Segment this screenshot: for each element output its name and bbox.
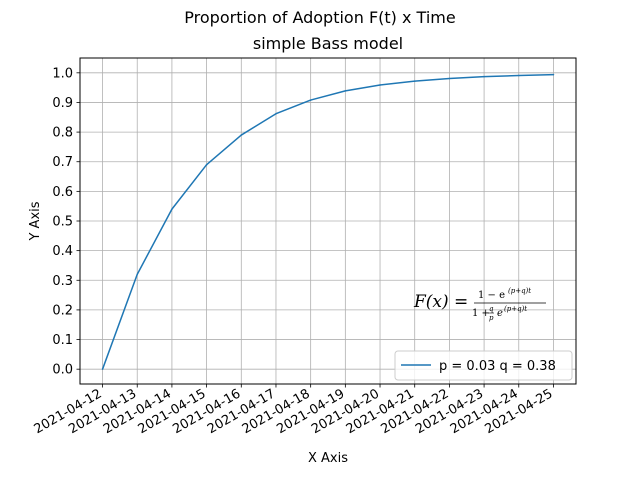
formula-annotation: F(x) = 1 − e (p+q)t 1 + q p e (p+q)t	[413, 287, 546, 322]
legend-box	[394, 350, 573, 381]
y-tick-label: 0.9	[52, 96, 73, 111]
formula-q: q	[489, 305, 494, 313]
data-point	[205, 163, 208, 166]
data-point	[171, 208, 173, 210]
y-tick-label: 0.4	[52, 244, 73, 259]
data-point	[483, 75, 485, 78]
data-point	[344, 90, 347, 92]
grid	[80, 58, 576, 384]
y-tick-label: 1.0	[52, 66, 73, 81]
y-tick-label: 0.3	[52, 274, 73, 289]
series-line	[101, 73, 554, 370]
data-point	[136, 273, 138, 276]
y-tick-label: 0.8	[52, 126, 73, 141]
chart-title: Proportion of Adoption F(t) x Time	[184, 8, 455, 27]
data-point	[518, 74, 520, 77]
y-tick-label: 0.6	[52, 185, 73, 200]
data-point	[309, 99, 312, 101]
y-tick-label: 0.5	[52, 215, 73, 230]
formula-numerator-exponent: (p+q)t	[508, 287, 531, 295]
formula-numerator: 1 − e	[478, 290, 505, 301]
formula-lhs: F(x) =	[413, 292, 468, 312]
formula-denominator-exponent: (p+q)t	[504, 305, 527, 313]
formula-e: e	[497, 308, 503, 319]
y-axis-label: Y Axis	[28, 201, 43, 241]
y-tick-label: 0.7	[52, 155, 73, 170]
series-lines	[101, 73, 555, 370]
data-point	[413, 80, 416, 82]
y-tick-label: 0.1	[52, 333, 73, 348]
legend-entry-label: p = 0.03 q = 0.38	[439, 359, 556, 374]
data-point	[379, 84, 381, 86]
data-point	[240, 134, 243, 136]
data-point	[101, 368, 104, 370]
data-point	[552, 73, 555, 76]
axis-ticks: 0.00.10.20.30.40.50.60.70.80.91.02021-04…	[32, 66, 556, 437]
y-tick-label: 0.2	[52, 303, 73, 318]
data-point	[448, 77, 451, 80]
y-tick-label: 0.0	[52, 363, 73, 378]
formula-p: p	[489, 314, 494, 322]
formula-denominator-start: 1 +	[472, 308, 490, 319]
data-point	[275, 112, 277, 115]
chart-subtitle: simple Bass model	[253, 34, 403, 53]
legend: p = 0.03 q = 0.38	[394, 350, 573, 381]
x-axis-label: X Axis	[308, 451, 348, 466]
